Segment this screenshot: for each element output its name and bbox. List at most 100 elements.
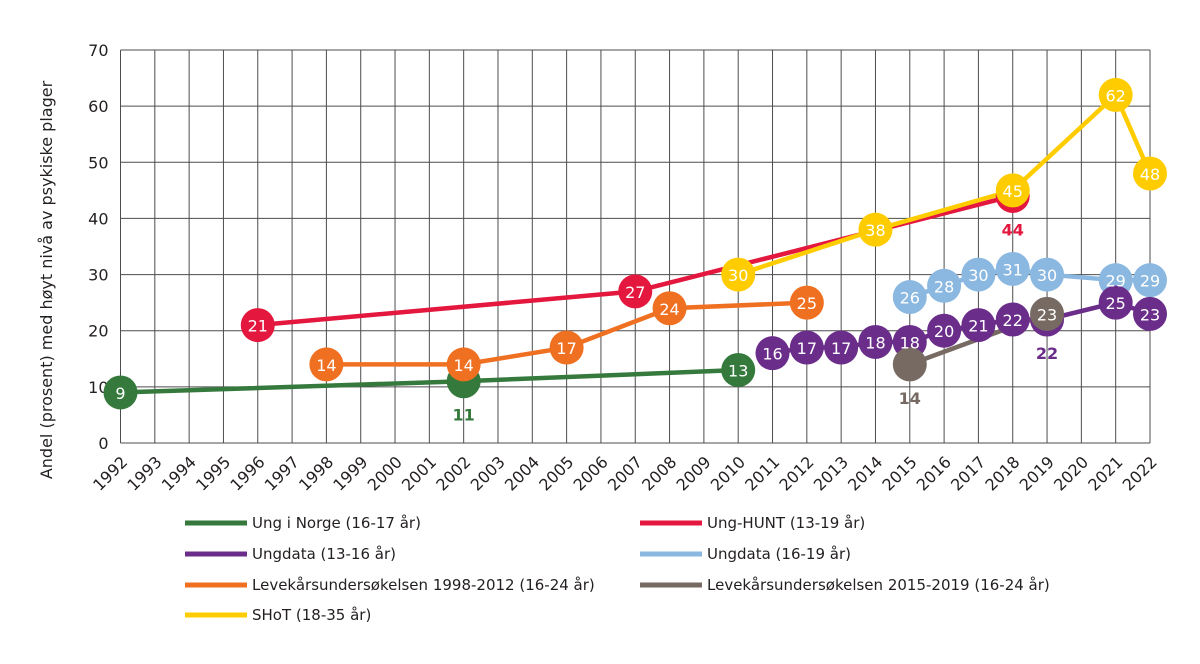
data-point xyxy=(240,308,275,343)
y-tick-label: 40 xyxy=(88,209,108,228)
y-tick-label: 10 xyxy=(88,378,108,397)
data-label: 18 xyxy=(900,333,920,352)
data-point xyxy=(1030,296,1065,331)
legend-label: Ung-HUNT (13-19 år) xyxy=(707,514,865,532)
data-label: 14 xyxy=(316,356,336,375)
data-point xyxy=(789,285,824,320)
data-label: 17 xyxy=(831,339,851,358)
grid xyxy=(120,49,1151,444)
data-point xyxy=(721,353,756,388)
legend-label: SHoT (18-35 år) xyxy=(252,606,371,624)
x-tick-label: 1996 xyxy=(226,452,268,494)
y-tick-label: 0 xyxy=(98,434,108,453)
y-tick-label: 30 xyxy=(88,266,108,285)
data-point xyxy=(892,347,927,382)
data-label: 38 xyxy=(865,221,885,240)
data-point xyxy=(858,212,893,247)
data-label: 26 xyxy=(900,289,920,308)
data-label: 44 xyxy=(1002,220,1024,239)
x-tick-label: 2005 xyxy=(535,452,577,494)
x-tick-label: 1999 xyxy=(329,452,371,494)
data-point xyxy=(1098,285,1133,320)
data-point xyxy=(824,330,859,365)
data-label: 22 xyxy=(1003,311,1023,330)
data-label: 29 xyxy=(1106,272,1126,291)
data-point xyxy=(1030,257,1065,292)
data-label: 30 xyxy=(968,266,988,285)
x-tick-label: 2000 xyxy=(364,452,406,494)
data-point xyxy=(618,274,653,309)
data-point xyxy=(858,324,893,359)
data-point xyxy=(789,330,824,365)
legend-label: Levekårsundersøkelsen 2015-2019 (16-24 å… xyxy=(707,576,1050,594)
x-tick-label: 2012 xyxy=(775,452,817,494)
data-label: 27 xyxy=(625,283,645,302)
x-tick-label: 1992 xyxy=(89,452,131,494)
x-tick-label: 2009 xyxy=(672,452,714,494)
legend-label: Ung i Norge (16-17 år) xyxy=(252,514,421,532)
data-point xyxy=(995,302,1030,337)
legend-label: Levekårsundersøkelsen 1998-2012 (16-24 å… xyxy=(252,576,595,594)
data-label: 9 xyxy=(115,384,125,403)
x-tick-label: 2008 xyxy=(638,452,680,494)
x-tick-label: 2007 xyxy=(604,452,646,494)
data-label: 62 xyxy=(1106,86,1126,105)
data-point xyxy=(309,347,344,382)
x-tick-label: 2006 xyxy=(570,452,612,494)
y-axis-label: Andel (prosent) med høyt nivå av psykisk… xyxy=(37,80,56,479)
data-point xyxy=(995,251,1030,286)
x-tick-label: 2021 xyxy=(1084,452,1126,494)
data-label: 29 xyxy=(1140,272,1160,291)
data-point xyxy=(652,291,687,326)
x-tick-label: 2022 xyxy=(1119,452,1161,494)
x-tick-label: 2016 xyxy=(913,452,955,494)
x-tick-label: 2019 xyxy=(1016,452,1058,494)
data-label: 16 xyxy=(762,345,782,364)
data-point xyxy=(549,330,584,365)
legend-label: Ungdata (13-16 år) xyxy=(252,545,396,563)
data-label: 21 xyxy=(968,317,988,336)
data-label: 31 xyxy=(1003,260,1023,279)
data-point xyxy=(961,308,996,343)
data-point xyxy=(1133,296,1167,331)
data-point xyxy=(927,313,962,348)
x-tick-label: 2014 xyxy=(844,452,886,494)
x-tick-label: 2017 xyxy=(947,452,989,494)
data-label: 23 xyxy=(1140,305,1160,324)
data-point xyxy=(1133,156,1167,191)
x-tick-label: 2013 xyxy=(810,452,852,494)
data-point xyxy=(1133,263,1167,298)
data-label: 17 xyxy=(556,339,576,358)
label-layer: 11 44 22 14 xyxy=(453,220,1059,424)
x-tick-label: 2011 xyxy=(741,452,783,494)
data-label: 25 xyxy=(1106,294,1126,313)
x-tick-label: 1994 xyxy=(158,452,200,494)
data-point xyxy=(446,347,481,382)
legend-label: Ungdata (16-19 år) xyxy=(707,545,851,563)
data-label: 30 xyxy=(728,266,748,285)
y-tick-label: 70 xyxy=(88,41,108,60)
data-label: 21 xyxy=(248,317,268,336)
data-label: 45 xyxy=(1003,182,1023,201)
x-tick-label: 2015 xyxy=(878,452,920,494)
data-label: 48 xyxy=(1140,165,1160,184)
data-label: 30 xyxy=(1037,266,1057,285)
data-label: 18 xyxy=(865,333,885,352)
x-tick-label: 1995 xyxy=(192,452,234,494)
data-point xyxy=(721,257,756,292)
x-tick-label: 1997 xyxy=(261,452,303,494)
data-point xyxy=(892,280,927,315)
x-tick-label: 2018 xyxy=(981,452,1023,494)
data-label: 14 xyxy=(899,389,921,408)
x-tick-label: 1998 xyxy=(295,452,337,494)
y-tick-label: 20 xyxy=(88,322,108,341)
data-point xyxy=(103,375,138,410)
series-layer: 9 13 14 14 17 24 25 21 27 30 38 45 62 48 26 28 30 31 30 29 2… xyxy=(103,77,1167,410)
data-label: 11 xyxy=(453,406,475,425)
y-tick-label: 50 xyxy=(88,153,108,172)
data-label: 28 xyxy=(934,277,954,296)
y-tick-label: 60 xyxy=(88,97,108,116)
x-tick-label: 2010 xyxy=(707,452,749,494)
data-label: 20 xyxy=(934,322,954,341)
data-label: 22 xyxy=(1036,344,1058,363)
